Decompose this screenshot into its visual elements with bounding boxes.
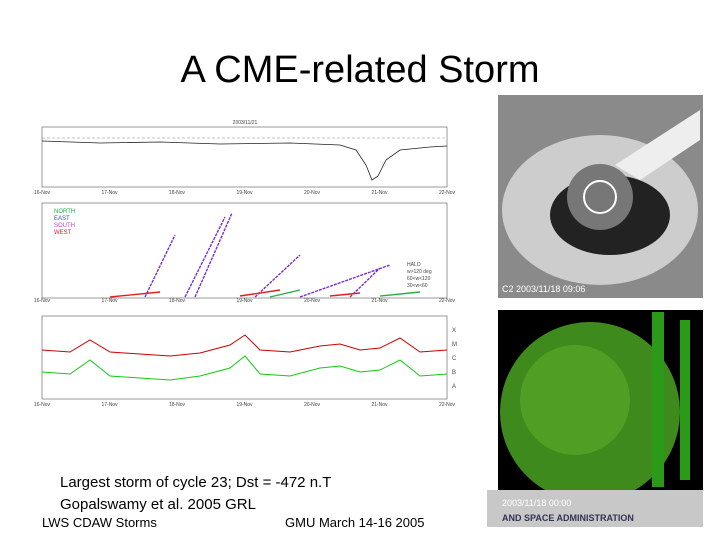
day-label: 21-Nov [371,190,388,196]
day-label: 16-Nov [34,190,51,196]
footer-right: GMU March 14-16 2005 [285,515,424,530]
region-legend: NORTH [54,209,75,215]
xray-short [41,355,448,381]
width-legend: HALO [407,262,421,268]
day-label: 18-Nov [169,402,186,408]
panel-cme [41,202,448,299]
cme-tracks-green [269,289,421,298]
width-legend: w>120 deg [407,269,432,275]
day-label: 20-Nov [304,190,321,196]
region-legend: WEST [54,230,72,236]
region-legend: EAST [54,216,70,222]
occulter [567,164,633,230]
day-label: 18-Nov [169,190,186,196]
figure: 2003/11/21 [41,120,448,400]
class-label: C [452,356,457,362]
cme-tracks [144,212,391,298]
day-label: 21-Nov [371,298,388,304]
caption-line: Largest storm of cycle 23; Dst = -472 n.… [60,474,331,491]
euv-banner: AND SPACE ADMINISTRATION [502,513,634,523]
class-label: M [452,342,457,348]
dst-curve [41,140,448,181]
day-label: 22-Nov [439,190,456,196]
day-label: 22-Nov [439,298,456,304]
coronagraph-label: C2 2003/11/18 09:06 [502,284,585,294]
panel-dst [41,126,448,188]
day-label: 17-Nov [101,190,118,196]
figure-date: 2003/11/21 [233,120,258,126]
class-label: X [452,328,456,334]
width-legend: 30<w<60 [407,283,428,289]
class-label: A [452,384,456,390]
day-label: 18-Nov [169,298,186,304]
day-label: 17-Nov [101,298,118,304]
day-label: 17-Nov [101,402,118,408]
width-legend: 60<w<120 [407,276,431,282]
xray-long [41,334,448,357]
day-label: 21-Nov [371,402,388,408]
euv-label: 2003/11/18 00:00 [502,498,571,508]
day-label: 16-Nov [34,402,51,408]
caption-line: Gopalswamy et al. 2005 GRL [60,496,256,513]
slide-title: A CME-related Storm [181,49,540,91]
euv-image: 2003/11/18 00:00 AND SPACE ADMINISTRATIO… [487,310,703,527]
coronagraph-image: C2 2003/11/18 09:06 [498,95,703,298]
sun-disk-outline [583,180,617,214]
cme-tracks-red [109,289,361,298]
day-label: 19-Nov [236,190,253,196]
artifact-band [652,312,664,487]
class-label: B [452,370,456,376]
day-label: 20-Nov [304,402,321,408]
day-label: 19-Nov [236,298,253,304]
footer-left: LWS CDAW Storms [42,515,157,530]
artifact-band [680,320,690,480]
euv-banner-strip [487,490,703,527]
day-label: 16-Nov [34,298,51,304]
streamer [615,110,700,180]
panel-xray [41,315,448,400]
day-label: 22-Nov [439,402,456,408]
day-label: 19-Nov [236,402,253,408]
region-legend: SOUTH [54,223,75,229]
active-region [520,345,630,455]
day-label: 20-Nov [304,298,321,304]
